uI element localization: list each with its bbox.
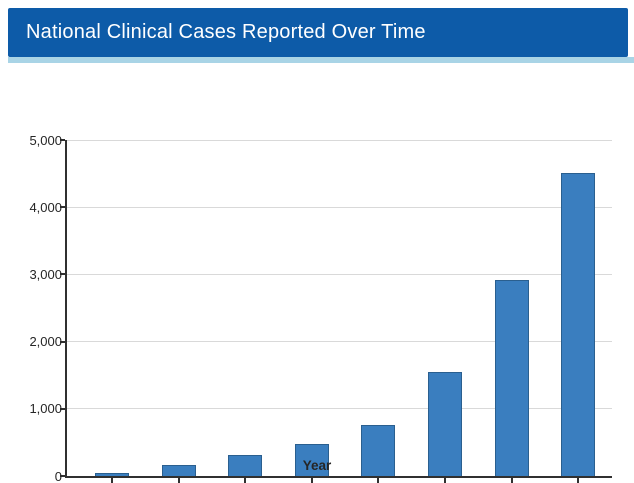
gridline [67,139,612,141]
header-underline [8,57,634,63]
y-axis-line [65,140,67,478]
y-tick-label: 0 [54,468,62,483]
bar-2018 [228,455,263,476]
y-tick-mark [60,206,65,209]
x-axis-title: Year [302,458,332,473]
bar-2021 [428,371,462,476]
x-tick-mark [310,478,313,483]
y-tick-label: 1,000 [29,401,62,417]
bar-2022 [494,279,529,476]
page-title: National Clinical Cases Reported Over Ti… [26,21,426,43]
gridline [67,408,612,410]
y-tick-mark [60,475,65,477]
x-axis-line [65,476,612,478]
bar-2016 [95,472,129,476]
x-tick-mark [510,478,513,483]
bar-2020 [361,424,396,476]
y-tick-label: 3,000 [29,266,62,282]
x-tick-mark [177,478,180,483]
bar-2017 [161,465,196,476]
y-tick-label: 2,000 [29,334,62,350]
x-tick-mark [577,478,580,483]
bar-2023 [561,172,596,476]
x-tick-mark [377,478,380,483]
y-tick-mark [60,273,65,276]
bar-2019 [294,444,329,476]
y-tick-mark [60,139,65,141]
x-tick-mark [444,478,446,483]
y-tick-label: 5,000 [29,132,62,148]
x-tick-mark [111,478,113,483]
header-banner: National Clinical Cases Reported Over Ti… [8,8,628,57]
gridline [67,341,612,343]
y-tick-label: 4,000 [29,199,62,215]
y-tick-mark [60,340,65,343]
x-tick-mark [244,478,247,483]
y-tick-mark [60,407,65,410]
gridline [67,273,612,275]
gridline [67,206,612,208]
